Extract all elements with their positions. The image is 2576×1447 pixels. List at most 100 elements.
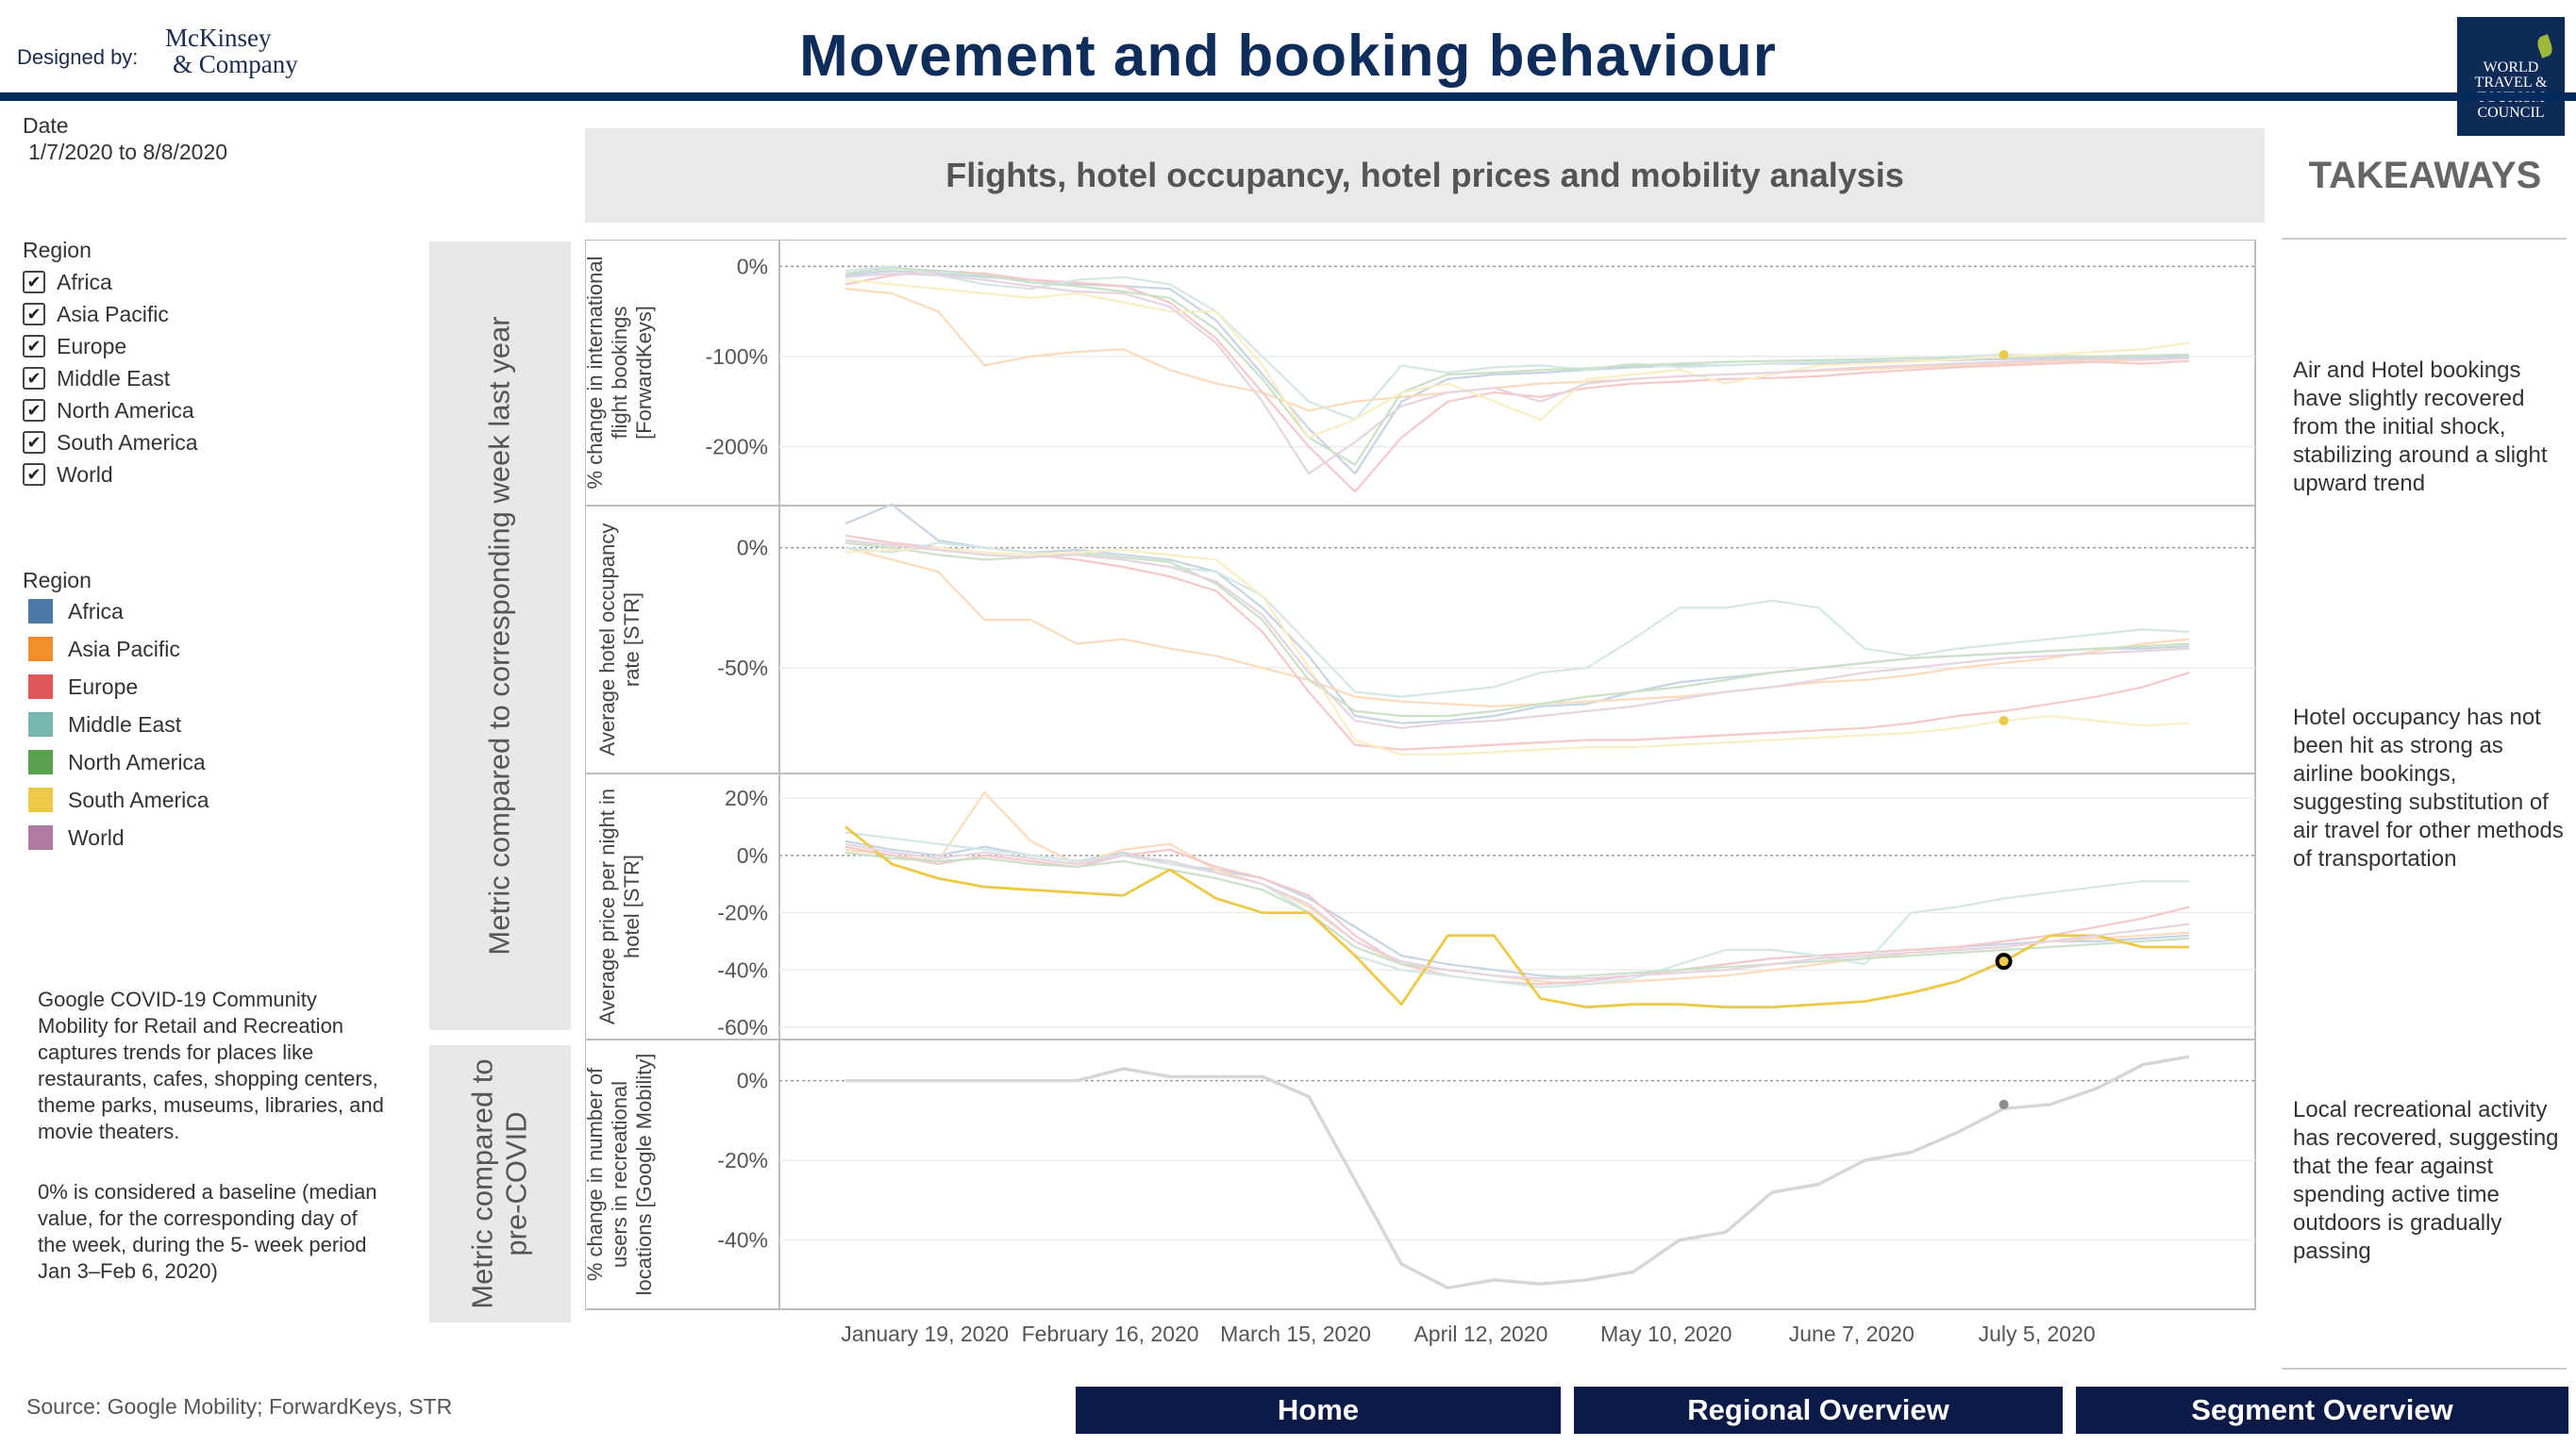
legend-item-europe[interactable]: Europe	[28, 668, 209, 706]
legend-swatch	[28, 712, 53, 737]
series-line-south-america	[845, 825, 2189, 1009]
y-axis-title: % change in international flight bookings…	[585, 256, 656, 489]
series-line-north-america	[845, 541, 2190, 718]
x-tick-label: February 16, 2020	[1022, 1322, 1199, 1346]
legend-label: World	[68, 824, 125, 850]
series-line-north-america	[845, 851, 2190, 980]
series-line-world	[845, 272, 2190, 475]
y-axis-title-line: [ForwardKeys]	[632, 306, 656, 440]
series-line-africa	[845, 269, 2190, 475]
series-line-south-america	[845, 546, 2190, 756]
regional-overview-button[interactable]: Regional Overview	[1574, 1387, 2063, 1434]
legend-item-africa[interactable]: Africa	[28, 592, 209, 630]
segment-overview-button[interactable]: Segment Overview	[2076, 1387, 2568, 1434]
y-tick-label: 0%	[737, 1069, 768, 1093]
x-tick-label: January 19, 2020	[841, 1322, 1009, 1346]
legend-item-middle-east[interactable]: Middle East	[28, 706, 209, 743]
legend-swatch	[28, 788, 53, 812]
series-line-europe	[845, 269, 2190, 493]
y-axis-title-line: users in recreational	[608, 1081, 631, 1268]
region-filter-label: Middle East	[57, 365, 171, 391]
band-last-year-label: Metric compared to corresponding week la…	[483, 316, 516, 956]
y-tick-label: -200%	[706, 434, 768, 458]
series-line-asia-pacific	[845, 288, 2190, 412]
y-axis-title: Average hotel occupancy rate [STR]	[595, 524, 644, 757]
x-tick-label: April 12, 2020	[1413, 1322, 1547, 1346]
y-tick-label: -60%	[717, 1015, 768, 1040]
y-axis-title-line: % change in international	[585, 256, 607, 489]
legend-item-north-america[interactable]: North America	[28, 743, 209, 781]
checkbox-checked-icon[interactable]: ✔	[23, 303, 45, 325]
legend-swatch	[28, 825, 53, 850]
y-axis-title-line: Average hotel occupancy	[595, 524, 619, 757]
region-filter-middle-east[interactable]: ✔ Middle East	[23, 362, 198, 394]
series-line-world	[845, 539, 2190, 729]
takeaway-item-3: Local recreational activity has recovere…	[2293, 1097, 2559, 1264]
legend-label: South America	[68, 787, 209, 812]
y-axis-title: Average price per night in hotel [STR]	[595, 789, 644, 1024]
legend-item-asia-pacific[interactable]: Asia Pacific	[28, 630, 209, 668]
wttc-line: TRAVEL &	[2474, 75, 2548, 91]
page-title: Movement and booking behaviour	[799, 24, 1777, 89]
band-pre-covid: Metric compared to pre-COVID	[429, 1045, 571, 1322]
y-tick-label: -100%	[706, 344, 768, 369]
legend-swatch	[28, 750, 53, 774]
series-line-asia-pacific	[845, 546, 2190, 707]
region-filter-label: Region	[23, 238, 92, 262]
y-tick-label: -40%	[717, 957, 768, 982]
checkbox-checked-icon[interactable]: ✔	[23, 463, 45, 486]
region-filter-south-america[interactable]: ✔ South America	[23, 426, 198, 458]
y-tick-label: -20%	[717, 1148, 768, 1173]
legend-swatch	[28, 637, 53, 661]
series-line-world	[845, 842, 2190, 980]
y-tick-label: 20%	[725, 786, 768, 810]
band-pre-covid-line2: pre-COVID	[500, 1111, 534, 1256]
y-tick-label: -20%	[717, 901, 768, 925]
checkbox-checked-icon[interactable]: ✔	[23, 399, 45, 422]
date-filter-value[interactable]: 1/7/2020 to 8/8/2020	[28, 140, 228, 164]
region-filter-europe[interactable]: ✔ Europe	[23, 330, 198, 362]
region-filter-africa[interactable]: ✔ Africa	[23, 266, 198, 298]
region-filter-asia-pacific[interactable]: ✔ Asia Pacific	[23, 298, 198, 330]
mckinsey-logo: McKinsey & Company	[165, 25, 298, 77]
series-line-middle-east	[845, 831, 2189, 989]
region-filter-world[interactable]: ✔ World	[23, 458, 198, 491]
header-divider	[0, 92, 2576, 101]
x-tick-label: May 10, 2020	[1600, 1322, 1731, 1346]
mobility-note: Google COVID-19 Community Mobility for R…	[38, 988, 384, 1143]
section-subtitle: Flights, hotel occupancy, hotel prices a…	[585, 128, 2265, 223]
region-filter-label: Africa	[57, 269, 112, 294]
y-axis-title-line: Average price per night in	[595, 789, 619, 1024]
wttc-line: COUNCIL	[2477, 105, 2545, 121]
region-filter-north-america[interactable]: ✔ North America	[23, 394, 198, 426]
source-note: Source: Google Mobility; ForwardKeys, ST…	[26, 1394, 453, 1419]
y-tick-label: 0%	[737, 254, 768, 278]
series-line-africa	[845, 840, 2190, 980]
wttc-line: WORLD	[2483, 59, 2539, 75]
y-tick-label: -40%	[717, 1228, 768, 1253]
series-line-africa	[845, 503, 2190, 724]
checkbox-checked-icon[interactable]: ✔	[23, 431, 45, 454]
series-line-middle-east	[845, 265, 2190, 421]
legend-label: Asia Pacific	[68, 636, 180, 661]
y-tick-label: -50%	[717, 656, 768, 680]
series-line-world	[845, 1055, 2190, 1290]
checkbox-checked-icon[interactable]: ✔	[23, 367, 45, 390]
legend-item-world[interactable]: World	[28, 819, 209, 857]
region-filter-label: Asia Pacific	[57, 301, 169, 326]
checkbox-checked-icon[interactable]: ✔	[23, 335, 45, 358]
color-legend: Africa Asia Pacific Europe Middle East N…	[28, 592, 209, 857]
series-line-europe	[845, 845, 2190, 986]
y-axis-title-line: locations [Google Mobility]	[632, 1054, 656, 1296]
selected-point-marker	[1999, 349, 2009, 359]
region-filter-list: ✔ Africa ✔ Asia Pacific ✔ Europe ✔ Middle Ea…	[23, 266, 198, 491]
home-button[interactable]: Home	[1076, 1387, 1561, 1434]
x-tick-label: March 15, 2020	[1220, 1322, 1371, 1346]
checkbox-checked-icon[interactable]: ✔	[23, 271, 45, 293]
legend-label: North America	[68, 749, 206, 774]
takeaway-item-1: Air and Hotel bookings have slightly rec…	[2293, 358, 2548, 496]
y-axis-title: % change in number of users in recreation…	[585, 1054, 656, 1296]
region-filter-label: South America	[57, 429, 198, 455]
legend-item-south-america[interactable]: South America	[28, 781, 209, 819]
band-pre-covid-label: Metric compared to pre-COVID	[466, 1058, 534, 1308]
